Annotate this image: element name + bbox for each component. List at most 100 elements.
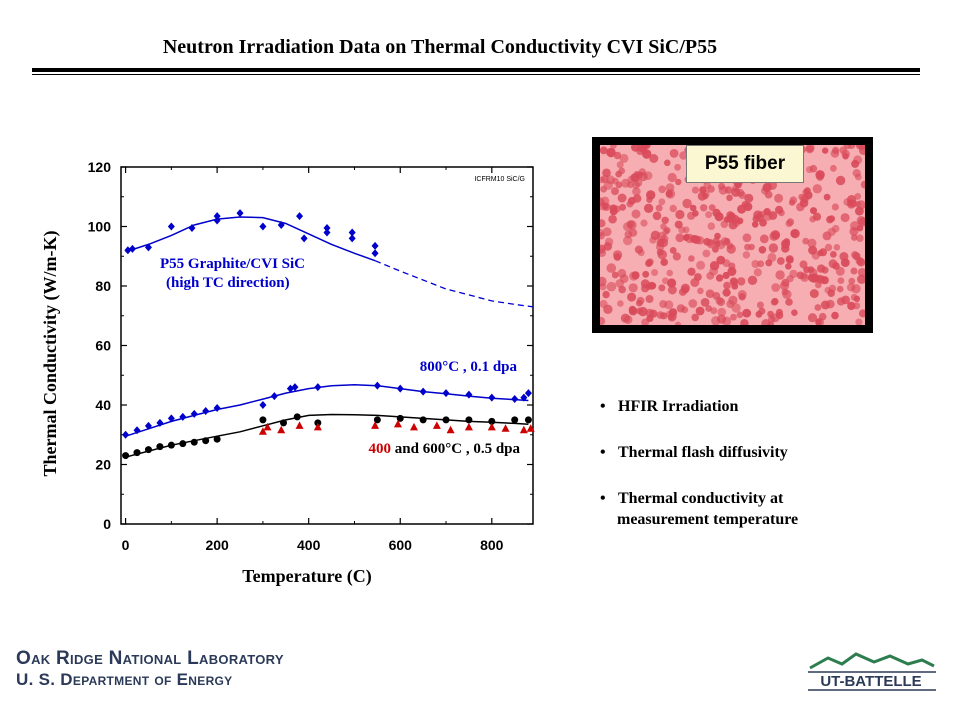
fiber-cross-section	[732, 218, 741, 227]
fiber-cross-section	[688, 255, 695, 262]
fiber-cross-section	[824, 243, 833, 252]
fiber-cross-section	[858, 309, 865, 318]
fiber-cross-section	[812, 212, 822, 221]
data-point-diamond	[236, 209, 244, 218]
x-axis-title: Temperature (C)	[242, 566, 371, 587]
fiber-cross-section	[658, 284, 666, 292]
fiber-cross-section	[606, 281, 617, 292]
data-point-circle	[202, 437, 210, 445]
chart-annotation: 800°C , 0.1 dpa	[420, 359, 518, 375]
fiber-cross-section	[718, 182, 726, 190]
fiber-cross-section	[649, 154, 659, 163]
fiber-cross-section	[640, 219, 648, 227]
fiber-cross-section	[841, 149, 850, 159]
data-point-circle	[179, 440, 187, 448]
doe-name: U. S. Department of Energy	[16, 670, 233, 689]
fiber-cross-section	[667, 172, 677, 183]
fiber-cross-section	[721, 316, 732, 325]
fiber-cross-section	[667, 278, 677, 288]
fiber-cross-section	[742, 233, 752, 243]
data-point-circle	[133, 449, 141, 457]
fiber-cross-section	[672, 252, 681, 261]
fiber-cross-section	[655, 204, 663, 212]
fiber-cross-section	[707, 185, 715, 193]
title-rule-thick	[32, 68, 920, 72]
fiber-cross-section	[847, 301, 856, 311]
fiber-cross-section	[647, 281, 656, 290]
x-tick-label: 800	[480, 537, 504, 553]
fiber-cross-section	[613, 151, 622, 160]
fiber-cross-section	[756, 301, 764, 309]
fiber-cross-section	[812, 184, 822, 194]
fiber-cross-section	[860, 180, 865, 189]
data-point-circle	[465, 416, 473, 424]
data-point-diamond	[323, 228, 331, 237]
fiber-cross-section	[840, 213, 850, 223]
fiber-cross-section	[856, 215, 865, 225]
fiber-cross-section	[808, 274, 817, 283]
fiber-cross-section	[828, 284, 837, 293]
fiber-cross-section	[692, 235, 701, 244]
fiber-cross-section	[786, 218, 795, 226]
fiber-cross-section	[715, 296, 724, 305]
fiber-cross-section	[680, 283, 690, 293]
fiber-cross-section	[789, 269, 798, 279]
corner-note: ICFRM10 SiC/G	[474, 176, 525, 183]
fiber-cross-section	[840, 258, 850, 267]
x-tick-label: 400	[297, 537, 321, 553]
bullet-dot: •	[600, 444, 606, 461]
fiber-cross-section	[637, 145, 647, 153]
data-point-diamond	[213, 212, 221, 221]
fiber-cross-section	[751, 260, 760, 268]
title-rule-thin	[32, 74, 920, 75]
fiber-cross-section	[692, 210, 699, 217]
fiber-cross-section	[771, 283, 781, 292]
bullet-text: HFIR Irradiation	[618, 398, 739, 415]
y-tick-label: 40	[95, 397, 111, 413]
data-point-diamond	[371, 249, 379, 258]
fiber-cross-section	[722, 288, 731, 297]
data-point-diamond	[277, 221, 285, 230]
fiber-cross-section	[726, 300, 735, 309]
data-point-triangle	[371, 421, 380, 429]
data-point-diamond	[213, 403, 221, 412]
data-point-circle	[488, 417, 496, 425]
data-point-circle	[373, 416, 381, 424]
fiber-cross-section	[848, 277, 856, 285]
data-point-circle	[156, 443, 164, 451]
fiber-cross-section	[843, 198, 851, 206]
y-tick-label: 100	[88, 219, 112, 235]
fiber-cross-section	[691, 186, 700, 194]
fiber-cross-section	[631, 271, 640, 280]
fiber-cross-section	[617, 193, 627, 203]
data-point-diamond	[524, 389, 532, 398]
bullet-text: Thermal flash diffusivity	[618, 444, 788, 461]
fiber-cross-section	[723, 281, 731, 290]
fiber-cross-section	[651, 269, 659, 276]
fiber-cross-section	[688, 299, 698, 308]
fiber-cross-section	[799, 260, 808, 269]
data-point-triangle	[258, 427, 267, 435]
fit-curve-extrapolated	[374, 260, 534, 308]
fiber-cross-section	[850, 267, 858, 275]
fiber-cross-section	[818, 312, 827, 321]
fiber-cross-section	[823, 193, 831, 201]
chart-annotation: P55 Graphite/CVI SiC	[160, 256, 305, 272]
fiber-cross-section	[830, 251, 837, 258]
fiber-cross-section	[660, 258, 668, 266]
data-point-diamond	[122, 430, 130, 439]
y-axis-title: Thermal Conductivity (W/m-K)	[40, 231, 61, 477]
fiber-cross-section	[682, 198, 692, 209]
fiber-cross-section	[851, 234, 858, 241]
fiber-cross-section	[726, 194, 733, 202]
fiber-cross-section	[646, 190, 656, 200]
fiber-cross-section	[634, 178, 643, 187]
fiber-cross-section	[716, 255, 726, 265]
fiber-cross-section	[809, 164, 818, 173]
fiber-cross-section	[858, 145, 865, 151]
data-point-circle	[524, 416, 532, 424]
fiber-cross-section	[669, 149, 679, 158]
fiber-cross-section	[767, 252, 777, 262]
data-point-diamond	[296, 212, 304, 221]
